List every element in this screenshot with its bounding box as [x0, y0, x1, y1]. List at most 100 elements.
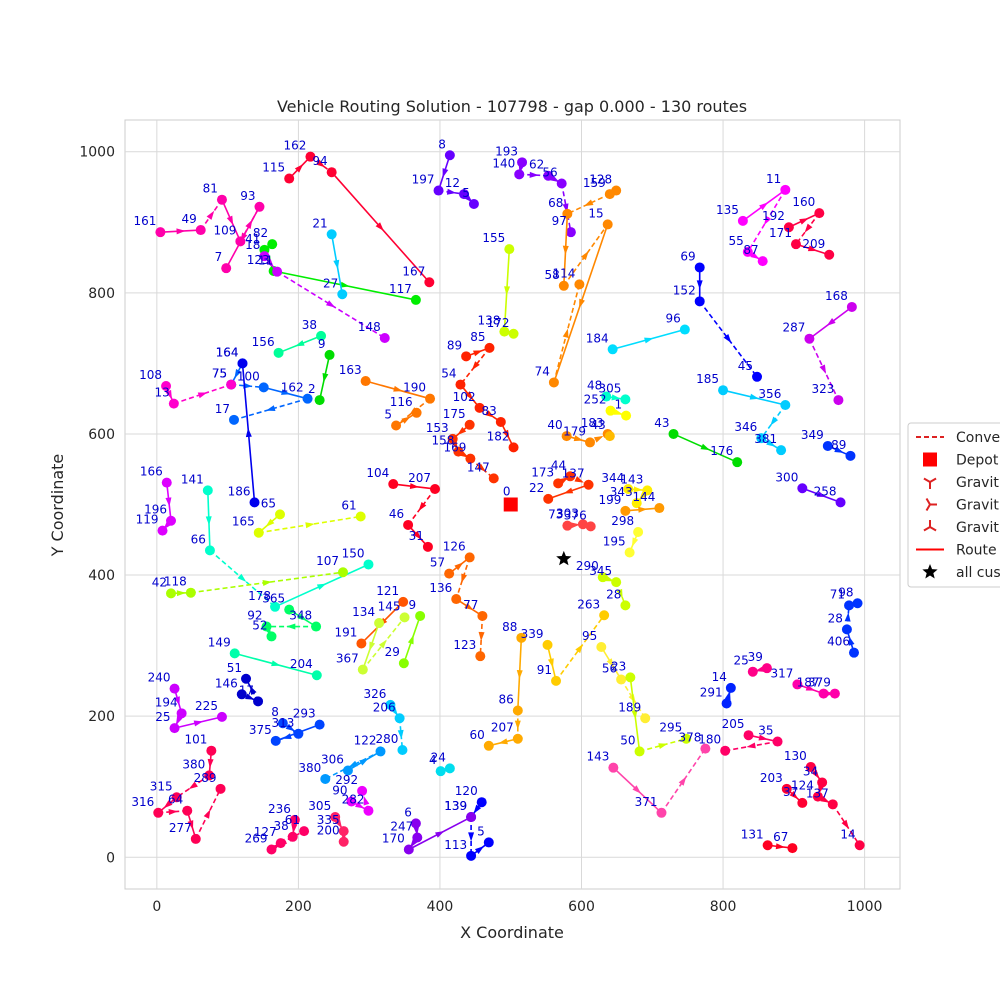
- customer-point: [324, 349, 335, 360]
- customer-point: [743, 730, 754, 741]
- customer-point: [391, 420, 402, 431]
- customer-point: [266, 844, 277, 855]
- customer-point: [620, 394, 631, 405]
- route-segment: [660, 748, 707, 814]
- customer-point: [249, 497, 260, 508]
- customer-point: [206, 745, 217, 756]
- customer-point: [190, 833, 201, 844]
- route-arrow: [176, 228, 186, 235]
- route-arrow: [297, 613, 307, 621]
- customer-point: [565, 227, 576, 238]
- customer-label: 43: [654, 416, 669, 430]
- route-arrow: [834, 446, 844, 453]
- customer-label: 247: [390, 819, 413, 833]
- customer-point: [270, 601, 281, 612]
- route-arrow: [570, 522, 581, 529]
- customer-label: 8: [438, 137, 446, 151]
- customer-point: [447, 433, 458, 444]
- customer-point: [326, 229, 337, 240]
- route-arrow: [316, 159, 326, 168]
- customer-point: [444, 763, 455, 774]
- customer-label: 313: [271, 716, 294, 730]
- customer-point: [787, 843, 798, 854]
- customer-label: 144: [632, 490, 655, 504]
- customer-label: 56: [602, 661, 617, 675]
- customer-label: 74: [535, 364, 550, 378]
- customer-point: [829, 688, 840, 699]
- customer-point: [601, 391, 612, 402]
- customer-point: [155, 227, 166, 238]
- route-arrow: [631, 537, 639, 547]
- customer-label: 150: [342, 546, 365, 560]
- customer-point: [654, 503, 665, 514]
- legend-label: Depot: [956, 453, 999, 469]
- customer-point: [596, 642, 607, 653]
- customer-point: [451, 594, 462, 605]
- customer-label: 191: [334, 625, 357, 639]
- customer-label: 93: [240, 189, 255, 203]
- customer-label: 6: [404, 805, 412, 819]
- customer-label: 205: [722, 717, 745, 731]
- customer-label: 145: [378, 599, 401, 613]
- customer-point: [772, 736, 783, 747]
- route-arrow: [262, 580, 272, 586]
- customer-point: [398, 658, 409, 669]
- customer-label: 162: [281, 381, 304, 395]
- customer-point: [783, 222, 794, 233]
- route-arrow: [363, 796, 370, 806]
- customer-point: [363, 559, 374, 570]
- route-arrow: [176, 590, 186, 597]
- legend-tri-swatch: [929, 477, 937, 483]
- customer-label: 58: [545, 268, 560, 282]
- route-arrow: [498, 738, 508, 745]
- legend-label: all cus: [956, 565, 1000, 581]
- customer-label: 196: [144, 503, 167, 517]
- customer-label: 139: [444, 799, 467, 813]
- customer-point: [433, 185, 444, 196]
- customer-point: [512, 733, 523, 744]
- customer-point: [289, 814, 300, 825]
- customer-label: 9: [408, 598, 416, 612]
- customer-label: 206: [373, 700, 396, 714]
- route-arrow: [188, 781, 198, 790]
- y-axis-label: Y Coordinate: [48, 454, 67, 558]
- customer-point: [585, 437, 595, 448]
- customer-point: [430, 483, 440, 494]
- route-arrow: [580, 251, 589, 261]
- customer-point: [620, 600, 631, 611]
- customer-label: 40: [547, 418, 562, 432]
- y-tick-label: 200: [88, 709, 115, 725]
- x-tick-label: 0: [152, 899, 161, 915]
- customer-label: 5: [477, 824, 485, 838]
- y-tick-label: 400: [88, 568, 115, 584]
- customer-point: [477, 610, 488, 621]
- x-tick-labels: 0 200 400 600 800 1000: [152, 899, 882, 915]
- customer-label: 148: [358, 320, 381, 334]
- customer-label: 109: [213, 223, 236, 237]
- customer-label: 117: [389, 282, 412, 296]
- customer-point: [634, 746, 645, 757]
- customer-point: [464, 419, 475, 430]
- route-arrow: [750, 251, 760, 260]
- customer-label: 115: [262, 161, 285, 175]
- route-arrow: [573, 435, 584, 442]
- customer-label: 163: [339, 363, 362, 377]
- customer-label: 90: [332, 784, 347, 798]
- customer-point: [835, 497, 846, 508]
- customer-point: [504, 244, 515, 255]
- customer-label: 18: [245, 238, 260, 252]
- customer-point: [620, 505, 631, 516]
- customer-label: 92: [247, 609, 262, 623]
- chart-title: Vehicle Routing Solution - 107798 - gap …: [277, 97, 747, 116]
- legend-entry: Gravit: [923, 475, 999, 491]
- customer-point: [817, 777, 828, 788]
- routes: [153, 150, 865, 861]
- customer-point: [475, 651, 486, 662]
- customer-point: [453, 446, 464, 457]
- route-arrow: [516, 670, 523, 680]
- customer-point: [694, 296, 705, 307]
- customer-point: [474, 402, 485, 413]
- customer-point: [287, 831, 298, 842]
- route-arrow: [203, 809, 211, 819]
- y-tick-labels: 0 200 400 600 800 1000: [79, 145, 115, 867]
